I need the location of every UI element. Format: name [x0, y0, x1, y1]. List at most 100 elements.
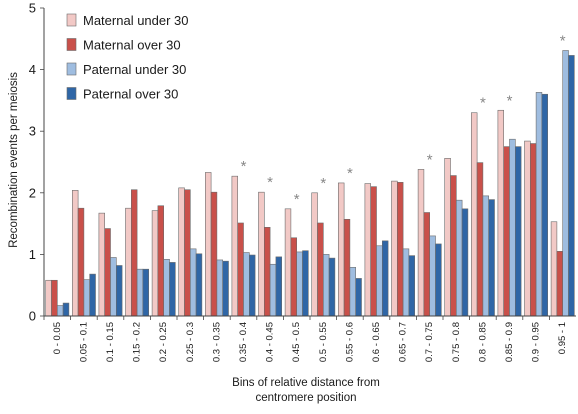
bar-maternal-under-30-18 [524, 140, 531, 317]
bar-paternal-under-30-12 [376, 245, 383, 317]
bar-maternal-under-30-2 [98, 212, 106, 317]
significance-star-16: * [480, 95, 486, 112]
bar-paternal-under-30-19 [562, 50, 569, 317]
x-tick-label-15: 0.75 - 0.8 [451, 322, 462, 362]
x-tick-label-9: 0.45 - 0.5 [291, 322, 302, 362]
x-tick-label-19: 0.95 - 1 [557, 322, 568, 354]
bar-maternal-under-30-6 [205, 172, 212, 317]
bar-maternal-over-30-15 [450, 175, 457, 317]
x-tick-label-6: 0.3 - 0.35 [211, 322, 222, 362]
bar-paternal-under-30-9 [296, 251, 303, 317]
legend-label-0: Maternal under 30 [83, 13, 189, 28]
bar-maternal-under-30-15 [444, 158, 451, 317]
axes-layer [40, 7, 576, 320]
bar-paternal-over-30-16 [488, 199, 495, 317]
x-tick-label-0: 0 - 0.05 [52, 322, 63, 354]
bar-maternal-under-30-0 [45, 279, 52, 317]
x-tick-label-13: 0.65 - 0.7 [398, 322, 409, 362]
bar-paternal-under-30-2 [110, 257, 117, 317]
bar-maternal-over-30-2 [104, 228, 111, 317]
significance-star-7: * [241, 158, 247, 175]
x-tick-label-4: 0.2 - 0.25 [158, 322, 169, 362]
bar-maternal-under-30-9 [284, 208, 292, 317]
bar-paternal-under-30-14 [429, 235, 436, 317]
bar-paternal-over-30-5 [195, 253, 203, 317]
x-tick-label-7: 0.35 - 0.4 [238, 322, 249, 362]
bar-paternal-over-30-3 [142, 268, 149, 317]
bar-paternal-over-30-11 [355, 278, 362, 317]
bar-maternal-over-30-16 [476, 162, 484, 317]
bar-maternal-over-30-17 [503, 146, 510, 317]
x-tick-label-3: 0.15 - 0.2 [132, 322, 143, 362]
significance-star-9: * [294, 191, 300, 208]
bar-paternal-under-30-3 [136, 268, 144, 317]
bar-maternal-over-30-4 [157, 205, 164, 317]
legend: Maternal under 30 Maternal over 30 Paterna… [66, 13, 189, 102]
x-tick-label-8: 0.4 - 0.45 [265, 322, 276, 362]
legend-swatch-3 [66, 87, 77, 100]
bar-maternal-under-30-8 [258, 191, 265, 317]
bar-paternal-over-30-13 [408, 255, 415, 317]
bar-paternal-under-30-6 [216, 259, 223, 317]
bar-paternal-over-30-14 [435, 243, 442, 317]
bar-maternal-over-30-11 [343, 218, 351, 317]
bar-paternal-over-30-1 [89, 273, 96, 317]
x-tick-label-12: 0.6 - 0.65 [371, 322, 382, 362]
bar-paternal-under-30-1 [83, 279, 91, 317]
significance-star-10: * [320, 175, 326, 192]
legend-label-3: Paternal over 30 [83, 87, 178, 102]
bar-maternal-over-30-1 [77, 207, 85, 317]
bar-paternal-over-30-2 [116, 265, 123, 317]
bar-paternal-under-30-11 [349, 267, 356, 317]
bar-paternal-under-30-4 [163, 259, 170, 317]
bar-maternal-under-30-10 [311, 192, 318, 317]
y-tick-label-2: 2 [29, 185, 36, 200]
x-tick-label-18: 0.9 - 0.95 [531, 322, 542, 362]
bar-maternal-under-30-13 [391, 180, 398, 317]
bar-maternal-under-30-12 [364, 183, 371, 317]
bar-maternal-over-30-10 [317, 222, 324, 317]
bar-maternal-under-30-17 [497, 109, 504, 317]
bar-paternal-over-30-12 [381, 240, 389, 317]
x-tick-label-2: 0.1 - 0.15 [105, 322, 116, 362]
bar-maternal-over-30-19 [556, 251, 564, 317]
y-tick-label-4: 4 [29, 62, 36, 77]
legend-label-1: Maternal over 30 [83, 38, 181, 53]
bar-paternal-over-30-15 [461, 208, 469, 317]
bar-paternal-over-30-7 [249, 254, 256, 317]
x-tick-label-14: 0.7 - 0.75 [424, 322, 435, 362]
bar-maternal-over-30-5 [184, 189, 191, 317]
y-tick-label-5: 5 [29, 1, 36, 16]
x-tick-label-5: 0.25 - 0.3 [185, 322, 196, 362]
y-tick-label-0: 0 [29, 309, 36, 324]
bar-paternal-under-30-5 [190, 248, 197, 317]
bar-paternal-over-30-4 [169, 262, 176, 317]
significance-star-14: * [427, 151, 433, 168]
bar-maternal-under-30-4 [151, 210, 159, 317]
legend-swatch-2 [66, 62, 77, 76]
y-axis-title: Recombination events per meiosis [8, 72, 20, 248]
bar-maternal-under-30-16 [470, 112, 478, 317]
significance-layer: * * * * * * * * * [241, 33, 566, 208]
bar-maternal-under-30-14 [417, 169, 425, 317]
bar-paternal-under-30-8 [269, 263, 277, 317]
bar-maternal-over-30-8 [263, 227, 271, 317]
x-axis-title-line-1: Bins of relative distance from [232, 377, 380, 389]
bar-maternal-over-30-18 [529, 143, 537, 317]
bar-maternal-under-30-3 [125, 207, 132, 317]
x-axis-title-line-2: centromere position [256, 392, 357, 404]
bar-paternal-under-30-17 [509, 138, 516, 317]
x-tick-label-10: 0.5 - 0.55 [318, 322, 329, 362]
bar-maternal-under-30-11 [337, 182, 345, 317]
bar-paternal-over-30-0 [62, 302, 70, 317]
bar-maternal-over-30-7 [237, 222, 244, 317]
bar-paternal-over-30-17 [514, 146, 522, 317]
x-tick-label-17: 0.85 - 0.9 [504, 322, 515, 362]
bar-paternal-over-30-8 [275, 256, 282, 317]
legend-label-2: Paternal under 30 [83, 62, 186, 77]
significance-star-11: * [347, 165, 353, 182]
bar-maternal-over-30-6 [210, 191, 218, 317]
bar-maternal-under-30-19 [550, 221, 558, 317]
